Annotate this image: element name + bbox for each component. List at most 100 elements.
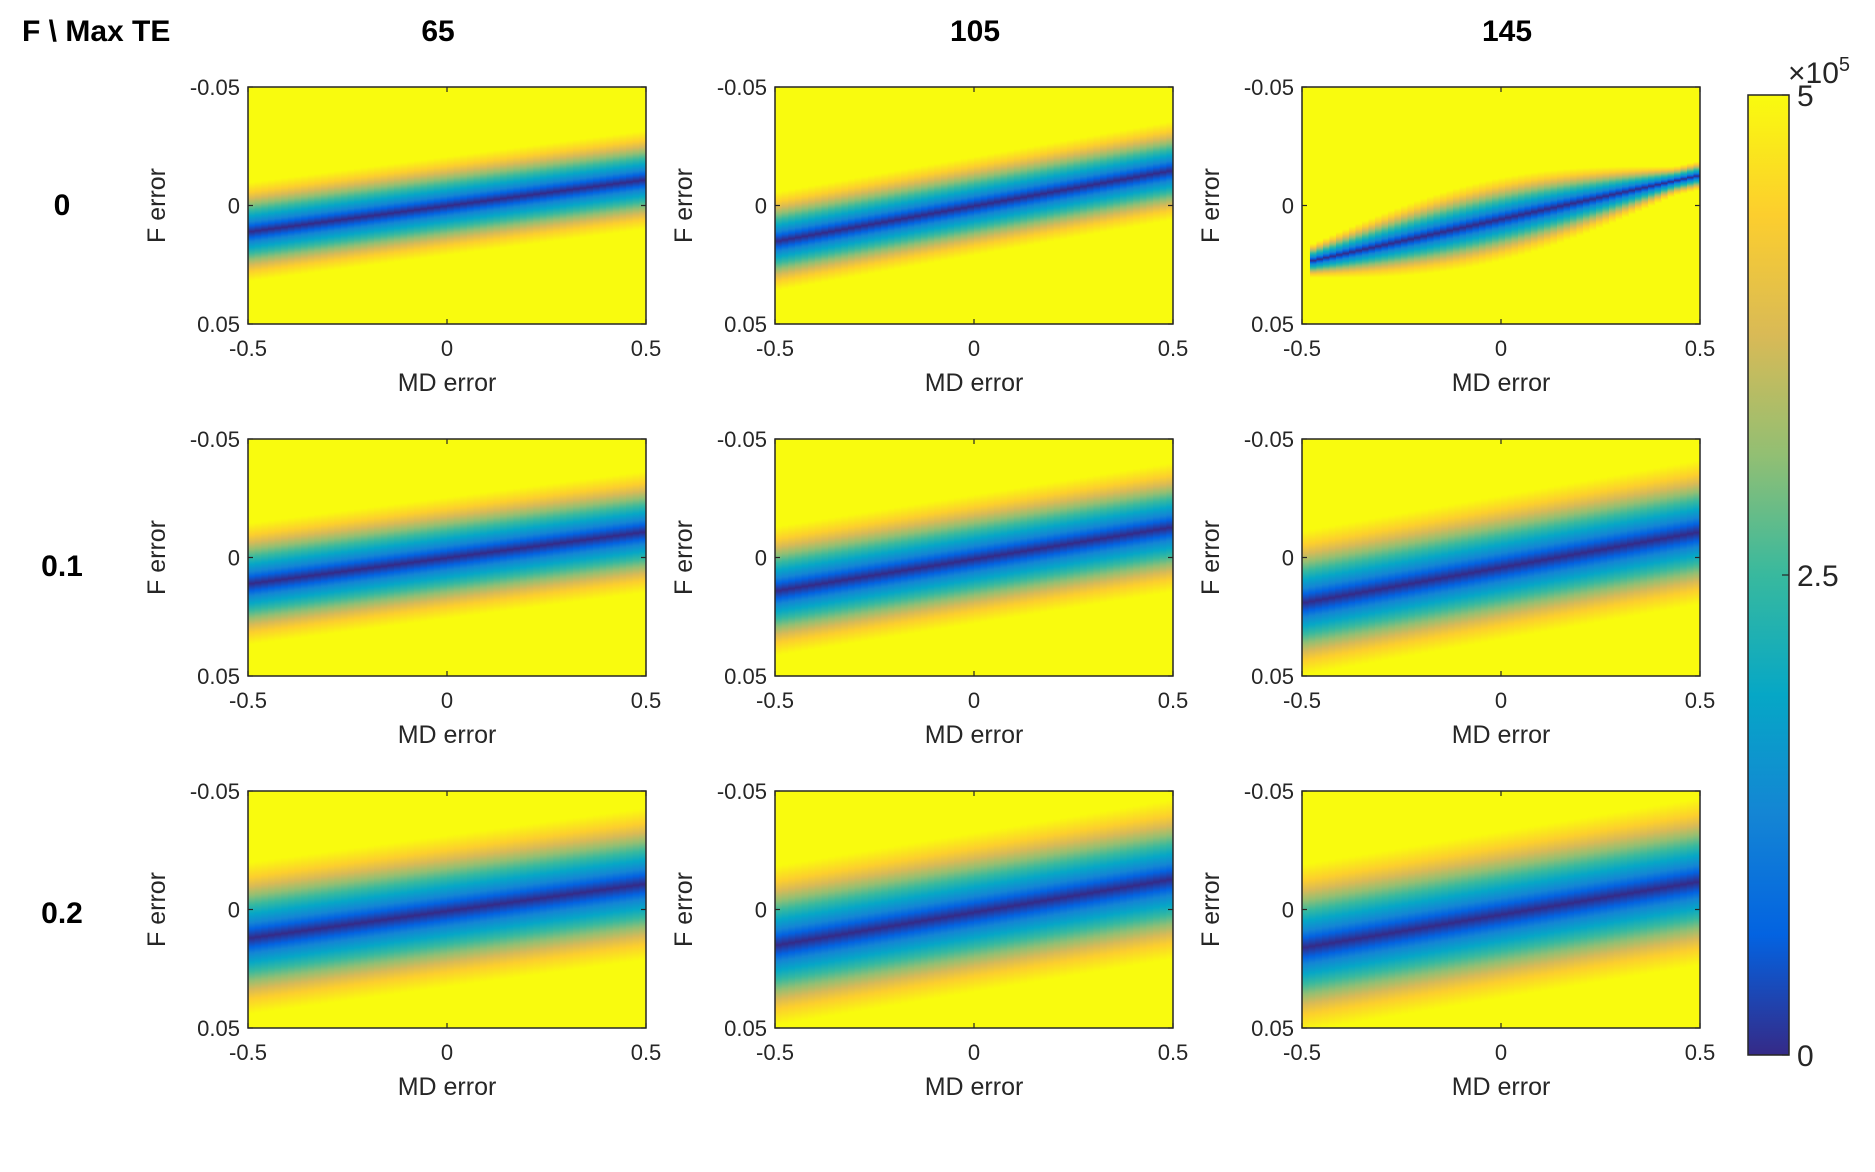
valley-slice: [1013, 825, 1022, 985]
y-tick-label: -0.05: [190, 427, 240, 452]
valley-slice: [947, 498, 955, 628]
valley-slice: [821, 518, 829, 648]
valley-slice: [413, 501, 422, 623]
valley-slice: [907, 504, 915, 634]
valley-slice: [274, 519, 282, 641]
valley-slice: [920, 502, 929, 632]
valley-slice: [1133, 468, 1141, 598]
valley-slice: [1361, 854, 1369, 1021]
valley-slice: [500, 149, 508, 248]
valley-slice: [360, 508, 368, 630]
valley-slice: [493, 490, 501, 613]
valley-slice: [360, 167, 368, 267]
valley-slice: [1660, 804, 1668, 972]
valley-band: [248, 808, 646, 1014]
valley-slice: [775, 526, 783, 656]
valley-slice: [841, 179, 849, 279]
valley-slice: [367, 507, 375, 629]
valley-slice: [1100, 133, 1108, 233]
valley-slice: [632, 472, 640, 594]
valley-slice: [1511, 175, 1519, 258]
valley-slice: [314, 173, 322, 273]
valley-slice: [632, 131, 640, 231]
valley-slice: [374, 506, 382, 628]
valley-slice: [519, 824, 528, 977]
valley-slice: [1040, 483, 1048, 613]
valley-slice: [433, 498, 441, 620]
valley-slice: [1446, 190, 1454, 271]
valley-slice: [354, 508, 362, 631]
valley-slice: [586, 478, 594, 600]
valley-slice: [1073, 138, 1081, 238]
valley-slice: [1628, 166, 1636, 215]
valley-slice: [480, 492, 488, 614]
valley-slice: [1408, 846, 1416, 1014]
valley-slice: [1627, 472, 1635, 617]
valley-slice: [1308, 862, 1316, 1028]
valley-slice: [861, 176, 869, 275]
valley-slice: [907, 168, 915, 267]
valley-slice: [1007, 826, 1015, 986]
valley-slice: [1119, 470, 1128, 600]
valley-slice: [573, 139, 581, 239]
valley-slice: [1615, 166, 1623, 221]
y-tick-label: -0.05: [1244, 75, 1294, 100]
colorbar-tick-label: 5: [1797, 80, 1814, 113]
y-tick-label: 0: [228, 194, 240, 219]
valley-slice: [347, 169, 355, 268]
valley-slice: [327, 512, 335, 634]
valley-slice: [894, 170, 902, 270]
x-tick-label: 0: [968, 1040, 980, 1065]
valley-slice: [1374, 851, 1383, 1019]
valley-slice: [1100, 811, 1108, 971]
valley-slice: [533, 144, 541, 244]
valley-slice: [493, 828, 501, 981]
valley-slice: [1434, 506, 1442, 651]
valley-slice: [1613, 812, 1621, 979]
y-tick-label: 0.05: [1251, 664, 1294, 689]
valley-slice: [1080, 137, 1088, 236]
valley-slice: [579, 479, 587, 601]
valley-slice: [1434, 841, 1442, 1009]
valley-slice: [420, 500, 428, 622]
valley-slice: [433, 157, 441, 257]
valley-slice: [413, 839, 422, 992]
panel-row-0.1-col-65: -0.5 0 0.5 -0.05 0 0.05 MD error F error: [143, 427, 661, 749]
valley-slice: [1020, 824, 1028, 984]
heatmap-panels: -0.5 0 0.5 -0.05 0 0.05 MD error F error -0.5 0 0.…: [143, 75, 1715, 1101]
valley-slice: [1646, 468, 1655, 613]
valley-slice: [546, 821, 554, 973]
valley-slice: [473, 493, 481, 615]
valley-slice: [460, 495, 468, 617]
x-axis-label: MD error: [1452, 721, 1551, 749]
valley-slice: [1046, 482, 1055, 612]
valley-slice: [1335, 524, 1343, 669]
valley-slice: [1587, 479, 1595, 624]
x-tick-label: -0.5: [229, 688, 267, 713]
y-tick-label: 0.05: [197, 312, 240, 337]
valley-slice: [854, 852, 862, 1012]
valley-slice: [486, 829, 495, 982]
valley-slice: [340, 510, 349, 633]
valley-slice: [1119, 130, 1128, 229]
valley-slice: [1547, 823, 1555, 990]
valley-slice: [307, 174, 315, 274]
valley-slice: [1534, 489, 1542, 634]
row-header-0.2: 0.2: [41, 897, 83, 930]
valley-slice: [1414, 510, 1422, 655]
x-axis-label: MD error: [398, 1073, 497, 1101]
y-tick-label: -0.05: [717, 427, 767, 452]
valley-slice: [1394, 513, 1403, 658]
valley-slice: [1302, 863, 1310, 1028]
valley-slice: [1627, 809, 1635, 977]
y-tick-label: 0.05: [197, 664, 240, 689]
valley-band: [248, 471, 646, 645]
valley-slice: [1342, 229, 1350, 278]
valley-slice: [1374, 517, 1383, 662]
valley-slice: [599, 813, 607, 966]
valley-slice: [1540, 487, 1549, 632]
valley-slice: [1033, 822, 1041, 982]
valley-slice: [1640, 807, 1648, 975]
valley-slice: [274, 178, 282, 278]
valley-slice: [1322, 237, 1331, 278]
